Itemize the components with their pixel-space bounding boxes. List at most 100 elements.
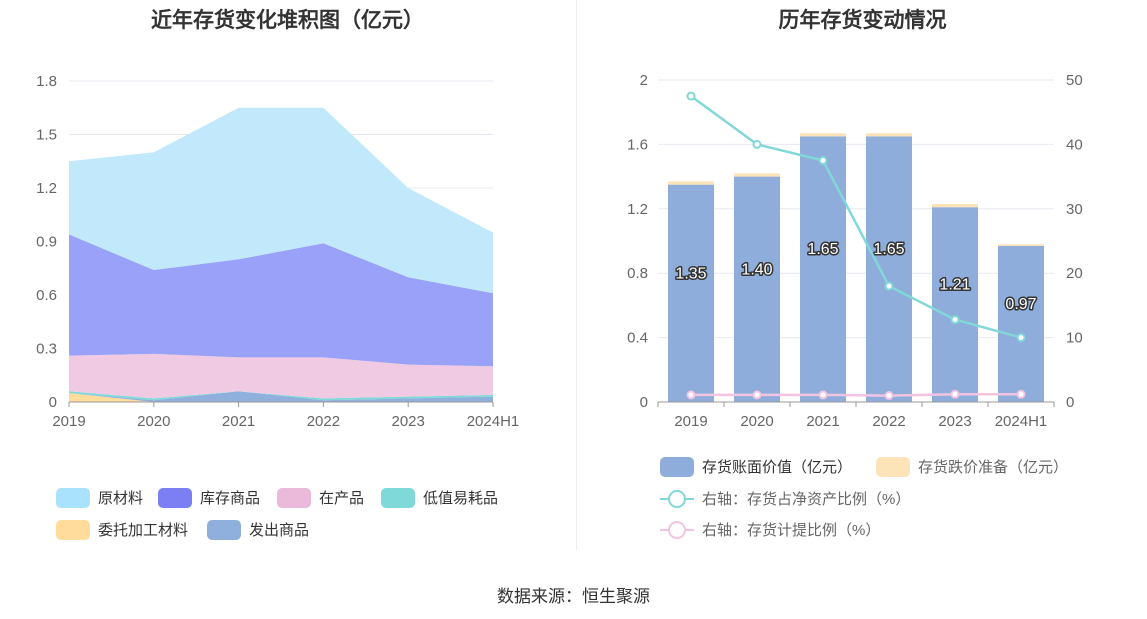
point-net-asset-ratio — [1016, 333, 1026, 343]
area-series-0 — [69, 393, 493, 402]
legend-swatch-goods-shipped — [207, 519, 241, 540]
legend-label-impairment: 存货跌价准备（亿元） — [918, 459, 1069, 476]
y-right-tick-label: 20 — [1066, 265, 1083, 282]
x-tick-label: 2024H1 — [467, 413, 520, 430]
line-net-asset-ratio — [690, 95, 1022, 339]
area-series-4 — [69, 234, 493, 367]
legend-swatch-work-in-progress — [277, 487, 311, 508]
bar-book-value — [932, 207, 978, 402]
x-tick-label: 2021 — [222, 413, 255, 430]
y-tick-label: 1.2 — [36, 180, 57, 197]
point-provision-ratio — [884, 391, 894, 401]
x-tick-label: 2019 — [52, 413, 85, 430]
legend-label-provision-ratio: 右轴：存货计提比例（%） — [702, 522, 881, 539]
line-provision-ratio — [691, 393, 1021, 397]
legend-label-net-asset-ratio: 右轴：存货占净资产比例（%） — [702, 491, 911, 508]
y-left-tick-label: 1.2 — [627, 201, 648, 218]
y-tick-label: 1.5 — [36, 127, 57, 144]
stacked-area-chart: 0 0.3 0.6 0.9 1.2 1.5 1.8 2019 2020 2021 2022 2023 2… — [36, 73, 520, 430]
bar-data-label: 1.40 — [741, 261, 772, 278]
legend-item-finished-goods[interactable]: 库存商品 — [158, 487, 260, 508]
legend-item-low-value-consumables[interactable]: 低值易耗品 — [381, 487, 498, 508]
legend-item-net-asset-ratio[interactable]: 右轴：存货占净资产比例（%） — [660, 488, 910, 509]
bar-data-label: 1.65 — [873, 241, 904, 258]
x-tick-label: 2023 — [392, 413, 425, 430]
point-net-asset-ratio — [752, 139, 762, 149]
legend-label-raw-materials: 原材料 — [98, 490, 144, 507]
point-provision-ratio — [752, 390, 762, 400]
point-provision-ratio — [950, 389, 960, 399]
legend-label-goods-shipped: 发出商品 — [249, 522, 310, 539]
data-source-label: 数据来源：恒生聚源 — [497, 587, 650, 606]
y-right-tick-label: 50 — [1066, 72, 1083, 89]
bar-book-value — [998, 245, 1044, 402]
bar-impairment-reserve — [866, 133, 912, 137]
legend-item-book-value[interactable]: 存货账面价值（亿元） — [660, 456, 852, 477]
point-provision-ratio — [686, 390, 696, 400]
legend-item-impairment[interactable]: 存货跌价准备（亿元） — [876, 456, 1068, 477]
area-series-2 — [69, 391, 493, 401]
legend-label-consigned-processing: 委托加工材料 — [98, 522, 189, 539]
area-series-1 — [69, 391, 493, 402]
x-tick-label: 2023 — [938, 413, 971, 430]
y-left-tick-label: 0.4 — [627, 330, 648, 347]
bar-impairment-reserve — [734, 173, 780, 177]
bar-book-value — [668, 184, 714, 402]
y-right-tick-label: 30 — [1066, 201, 1083, 218]
y-right-tick-label: 0 — [1066, 394, 1074, 411]
bar-data-label: 1.65 — [807, 241, 838, 258]
legend-item-consigned-processing[interactable]: 委托加工材料 — [56, 519, 188, 540]
point-provision-ratio — [1016, 389, 1026, 399]
left-chart-title: 近年存货变化堆积图（亿元） — [151, 9, 424, 32]
right-chart-title: 历年存货变动情况 — [778, 9, 947, 32]
legend-label-work-in-progress: 在产品 — [319, 490, 365, 507]
bar-data-label: 1.35 — [675, 265, 706, 282]
x-tick-label: 2021 — [806, 413, 839, 430]
legend-item-goods-shipped[interactable]: 发出商品 — [207, 519, 309, 540]
point-net-asset-ratio — [884, 281, 894, 291]
y-tick-label: 0.9 — [36, 234, 57, 251]
x-tick-label: 2022 — [872, 413, 905, 430]
legend-item-work-in-progress[interactable]: 在产品 — [277, 487, 364, 508]
legend-line-net-asset-ratio — [660, 489, 694, 509]
stacked-area-chart-panel: 近年存货变化堆积图（亿元） 0 0.3 0.6 0.9 1.2 1.5 1.8 2019 202… — [0, 0, 575, 550]
x-tick-label: 2019 — [674, 413, 707, 430]
y-tick-label: 0.6 — [36, 287, 57, 304]
point-net-asset-ratio — [818, 156, 828, 165]
x-tick-label: 2022 — [307, 413, 340, 430]
y-right-tick-label: 10 — [1066, 330, 1083, 347]
legend-swatch-book-value — [660, 456, 694, 477]
legend-item-provision-ratio[interactable]: 右轴：存货计提比例（%） — [660, 519, 880, 540]
y-tick-label: 0 — [49, 394, 57, 411]
y-left-tick-label: 0.8 — [627, 265, 648, 282]
x-tick-label: 2020 — [137, 413, 170, 430]
point-net-asset-ratio — [950, 315, 960, 325]
bar-book-value — [734, 176, 780, 402]
legend-swatch-raw-materials — [56, 487, 90, 508]
y-tick-label: 0.3 — [36, 341, 57, 358]
area-series-3 — [69, 353, 493, 399]
legend-item-raw-materials[interactable]: 原材料 — [56, 487, 143, 508]
bar-data-label: 0.97 — [1005, 296, 1036, 313]
legend-line-provision-ratio — [660, 520, 694, 540]
bar-line-chart-panel: 历年存货变动情况 0 0.4 0.8 1.2 1.6 2 0 10 20 30 40 50 1.35 1.… — [578, 0, 1147, 550]
legend-swatch-low-value-consumables — [381, 487, 415, 508]
y-tick-label: 1.8 — [36, 73, 57, 90]
legend-label-low-value-consumables: 低值易耗品 — [423, 490, 499, 507]
point-provision-ratio — [818, 390, 828, 400]
y-right-tick-label: 40 — [1066, 136, 1083, 153]
y-left-tick-label: 2 — [640, 72, 648, 89]
legend-swatch-finished-goods — [158, 487, 192, 508]
x-tick-label: 2020 — [740, 413, 773, 430]
legend-swatch-impairment — [876, 456, 910, 477]
bar-book-value — [866, 136, 912, 402]
bar-impairment-reserve — [932, 203, 978, 208]
legend-label-book-value: 存货账面价值（亿元） — [702, 459, 853, 476]
x-tick-label: 2024H1 — [995, 413, 1048, 430]
bar-data-label: 1.21 — [939, 277, 970, 294]
bar-book-value — [800, 136, 846, 402]
area-series-5 — [69, 107, 493, 294]
legend-swatch-consigned-processing — [56, 519, 90, 540]
bar-impairment-reserve — [668, 181, 714, 185]
y-left-tick-label: 0 — [640, 394, 648, 411]
